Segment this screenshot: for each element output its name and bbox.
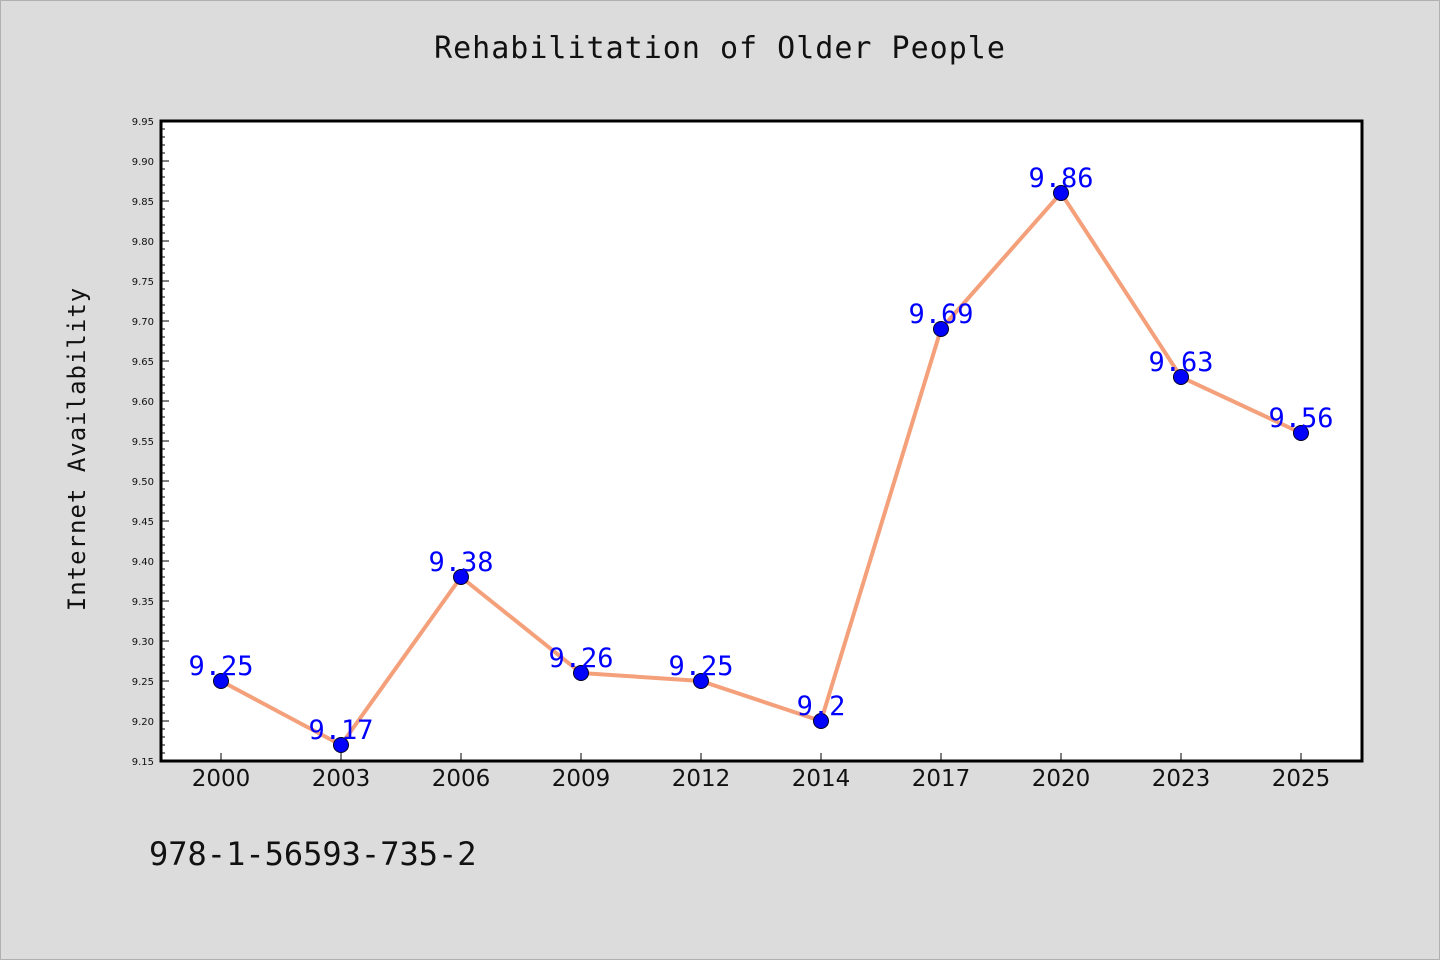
y-tick-label: 9.60 [132, 397, 154, 408]
y-tick-label: 9.15 [132, 757, 154, 768]
data-label: 9.56 [1268, 403, 1333, 434]
y-tick-label: 9.30 [132, 637, 154, 648]
x-tick-label: 2009 [552, 766, 611, 792]
y-tick-label: 9.95 [132, 117, 154, 128]
data-label: 9.86 [1028, 163, 1093, 194]
data-point [1293, 425, 1309, 441]
y-tick-label: 9.35 [132, 597, 154, 608]
data-label: 9.25 [188, 651, 253, 682]
x-tick-label: 2014 [792, 766, 851, 792]
y-tick-label: 9.45 [132, 517, 154, 528]
x-tick-label: 2017 [912, 766, 971, 792]
y-tick-label: 9.70 [132, 317, 154, 328]
chart-title: Rehabilitation of Older People [434, 31, 1006, 66]
y-axis-ticks: 9.15 9.20 9.25 9.30 9.35 9.40 9.45 9.50 9.55 9.60… [132, 117, 169, 768]
data-label: 9.25 [668, 651, 733, 682]
x-tick-label: 2012 [672, 766, 731, 792]
series-group: 9.25 9.17 9.38 9.26 9.25 9.2 9.69 9.86 9.63 9.56 [188, 163, 1334, 753]
data-point [933, 321, 949, 337]
x-axis-ticks: 2000 2003 2006 2009 2012 2014 2017 2020 2023 2025 [192, 753, 1331, 792]
y-tick-label: 9.50 [132, 477, 154, 488]
plot-background [161, 121, 1362, 761]
data-label: 9.17 [308, 715, 373, 746]
x-tick-label: 2023 [1152, 766, 1211, 792]
data-point [213, 673, 229, 689]
y-tick-label: 9.85 [132, 197, 154, 208]
y-tick-label: 9.25 [132, 677, 154, 688]
data-point [1053, 185, 1069, 201]
x-tick-label: 2006 [432, 766, 491, 792]
data-point [1173, 369, 1189, 385]
x-tick-label: 2000 [192, 766, 251, 792]
data-point [333, 737, 349, 753]
data-point [693, 673, 709, 689]
x-tick-label: 2020 [1032, 766, 1091, 792]
isbn-annotation: 978-1-56593-735-2 [149, 835, 477, 873]
y-tick-label: 9.90 [132, 157, 154, 168]
y-tick-label: 9.75 [132, 277, 154, 288]
y-tick-label: 9.80 [132, 237, 154, 248]
y-tick-label: 9.55 [132, 437, 154, 448]
series-line [219, 191, 1303, 747]
data-label: 9.26 [548, 643, 613, 674]
y-tick-label: 9.20 [132, 717, 154, 728]
x-tick-label: 2025 [1272, 766, 1331, 792]
y-tick-label: 9.40 [132, 557, 154, 568]
x-tick-label: 2003 [312, 766, 371, 792]
data-point [453, 569, 469, 585]
data-label: 9.69 [908, 299, 973, 330]
data-point [813, 713, 829, 729]
data-label: 9.63 [1148, 347, 1213, 378]
plot-frame [159, 119, 1364, 763]
data-label: 9.2 [797, 691, 846, 722]
data-point [573, 665, 589, 681]
data-label: 9.38 [428, 547, 493, 578]
y-tick-label: 9.65 [132, 357, 154, 368]
